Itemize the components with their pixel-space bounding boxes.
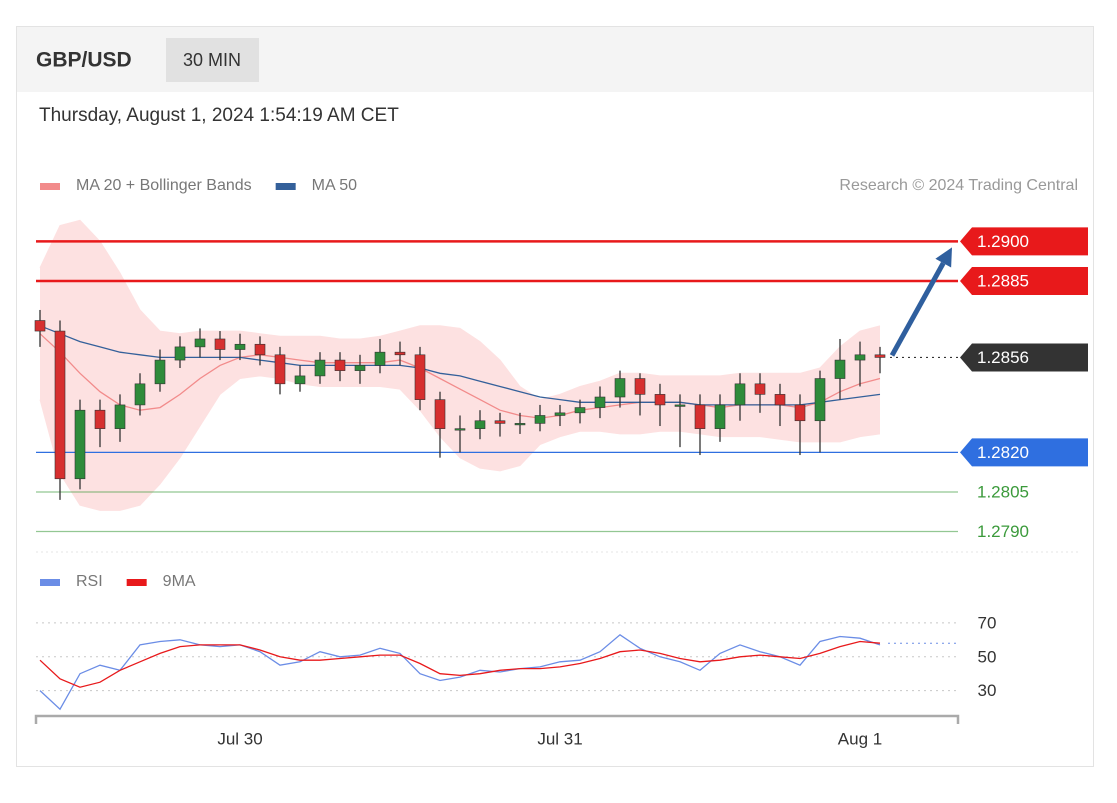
interval[interactable]: 30 MIN	[183, 50, 241, 70]
y-tick-label: 50	[978, 647, 997, 666]
candle-body	[774, 394, 786, 406]
legend-label: MA 20 + Bollinger Bands	[76, 177, 252, 194]
candle-body	[314, 359, 326, 377]
legend-swatch	[40, 183, 60, 190]
candle-body	[434, 399, 446, 429]
candle-body	[94, 409, 106, 429]
candle-body	[634, 378, 646, 395]
source: Research © 2024 Trading Central	[839, 177, 1078, 194]
price-pane: 1.2900 1.2885 1.2856 1.2820 1.2805 1.2790 MA 2…	[34, 177, 1088, 748]
x-axis	[34, 714, 960, 724]
x-tick-label: Jul 30	[217, 729, 262, 748]
symbol: GBP/USD	[36, 49, 132, 72]
candle-body	[54, 330, 66, 480]
level-tag	[960, 438, 1088, 467]
arrow-head	[935, 247, 952, 268]
arrow-shaft	[889, 261, 946, 357]
candle-body	[554, 412, 566, 416]
candle-body	[214, 338, 226, 350]
candle-body	[854, 354, 866, 361]
candle-body	[254, 343, 266, 356]
candle-body	[154, 359, 166, 385]
candle-body	[834, 359, 846, 379]
candle-body	[714, 404, 726, 429]
candle-body	[594, 396, 606, 408]
legend-label: MA 50	[312, 177, 357, 194]
timestamp: Thursday, August 1, 2024 1:54:19 AM CET	[39, 105, 399, 126]
legend-label: 9MA	[163, 573, 196, 590]
candle-body	[794, 404, 806, 422]
legend-swatch	[275, 183, 296, 190]
candle-body	[34, 320, 46, 332]
level-label: 1.2885	[977, 271, 1029, 290]
bollinger-fill	[40, 220, 880, 511]
x-tick-label: Jul 31	[537, 729, 582, 748]
y-tick-label: 70	[978, 613, 997, 632]
candle-body	[274, 354, 286, 385]
candle-body	[654, 394, 666, 406]
rsi-line	[39, 633, 881, 711]
candle-body	[534, 415, 546, 424]
candle-body	[334, 359, 346, 371]
level-tag	[960, 266, 1088, 295]
level-label: 1.2820	[977, 443, 1029, 462]
candle-body	[514, 423, 526, 426]
candle-body	[234, 343, 246, 350]
candle-body	[734, 383, 746, 406]
candle-body	[114, 404, 126, 429]
candle-body	[754, 383, 766, 395]
legend-swatch	[126, 579, 147, 586]
candle-body	[694, 404, 706, 429]
candle-body	[354, 365, 366, 371]
candle-body	[374, 351, 386, 366]
level-label: 1.2900	[977, 232, 1029, 251]
level-label: 1.2790	[977, 522, 1029, 541]
candle-body	[194, 338, 206, 348]
level-tag	[960, 227, 1088, 256]
candle-body	[874, 354, 886, 358]
bollinger-lower	[39, 375, 881, 511]
rsi-pane: 70 50 30 RSI 9MA	[34, 573, 997, 724]
candle-body	[494, 420, 506, 424]
level-label: 1.2805	[977, 482, 1029, 501]
candle-body	[414, 354, 426, 400]
candle-body	[74, 409, 86, 480]
level-tag	[960, 343, 1088, 372]
candle-body	[134, 383, 146, 406]
candle-body	[674, 404, 686, 407]
candle-body	[294, 375, 306, 385]
legend-label: RSI	[76, 573, 103, 590]
interval-badge[interactable]	[166, 38, 259, 82]
candle-body	[474, 420, 486, 429]
candle-body	[394, 351, 406, 356]
legend-swatch	[40, 579, 60, 586]
y-tick-label: 30	[978, 681, 997, 700]
candle-body	[174, 346, 186, 361]
candle-body	[814, 378, 826, 422]
candle-body	[454, 428, 466, 431]
candle-body	[574, 407, 586, 414]
rsi-line	[39, 640, 881, 688]
level-label: 1.2856	[977, 348, 1029, 367]
x-tick-label: Aug 1	[838, 729, 882, 748]
candle-body	[614, 378, 626, 398]
